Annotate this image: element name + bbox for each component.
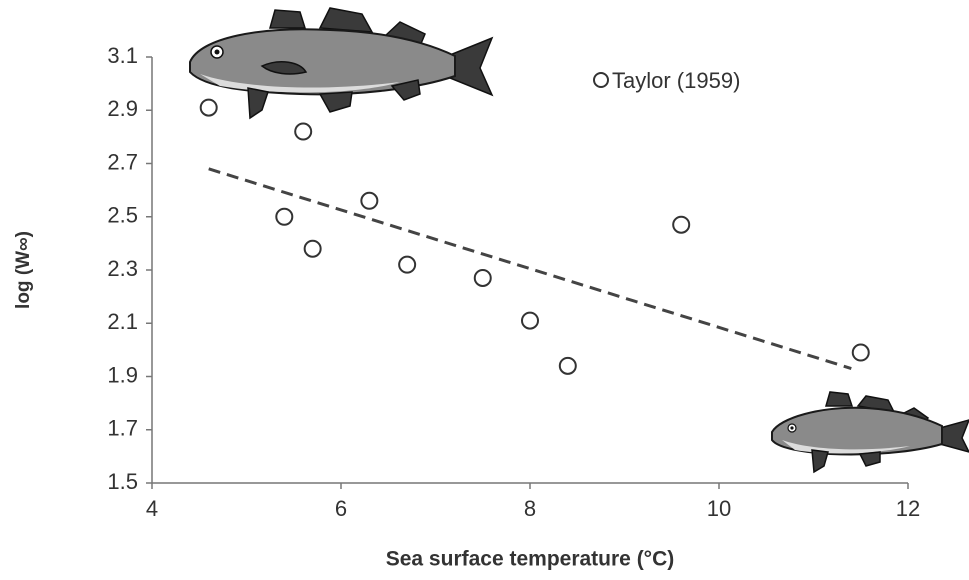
data-point <box>558 356 577 375</box>
y-tick-label: 2.1 <box>107 309 138 334</box>
legend-marker <box>593 72 609 88</box>
x-tick-label: 10 <box>707 496 731 521</box>
data-point <box>473 268 492 287</box>
data-point <box>303 239 322 258</box>
x-tick-label: 12 <box>896 496 920 521</box>
data-point <box>275 207 294 226</box>
data-point <box>398 255 417 274</box>
x-tick-label: 4 <box>146 496 158 521</box>
y-tick-label: 2.7 <box>107 149 138 174</box>
data-point <box>199 98 218 117</box>
x-tick-label: 6 <box>335 496 347 521</box>
y-tick-label: 1.7 <box>107 416 138 441</box>
y-tick-label: 1.9 <box>107 362 138 387</box>
fish-small <box>771 391 969 474</box>
data-point <box>672 215 691 234</box>
fish-large <box>189 7 494 120</box>
trendline <box>208 167 852 370</box>
y-axis-title: log (W∞) <box>13 231 34 309</box>
data-point <box>521 311 539 330</box>
x-tick-label: 8 <box>524 496 536 521</box>
y-tick-label: 2.5 <box>107 203 138 228</box>
y-tick-label: 2.9 <box>107 96 138 121</box>
data-point <box>851 343 870 362</box>
data-point <box>360 191 379 210</box>
legend-label: Taylor (1959) <box>612 68 740 93</box>
y-tick-label: 3.1 <box>107 43 138 68</box>
data-point <box>294 122 313 141</box>
x-axis-title: Sea surface temperature (°C) <box>386 548 675 571</box>
y-tick-label: 1.5 <box>107 469 138 494</box>
y-tick-label: 2.3 <box>107 256 138 281</box>
